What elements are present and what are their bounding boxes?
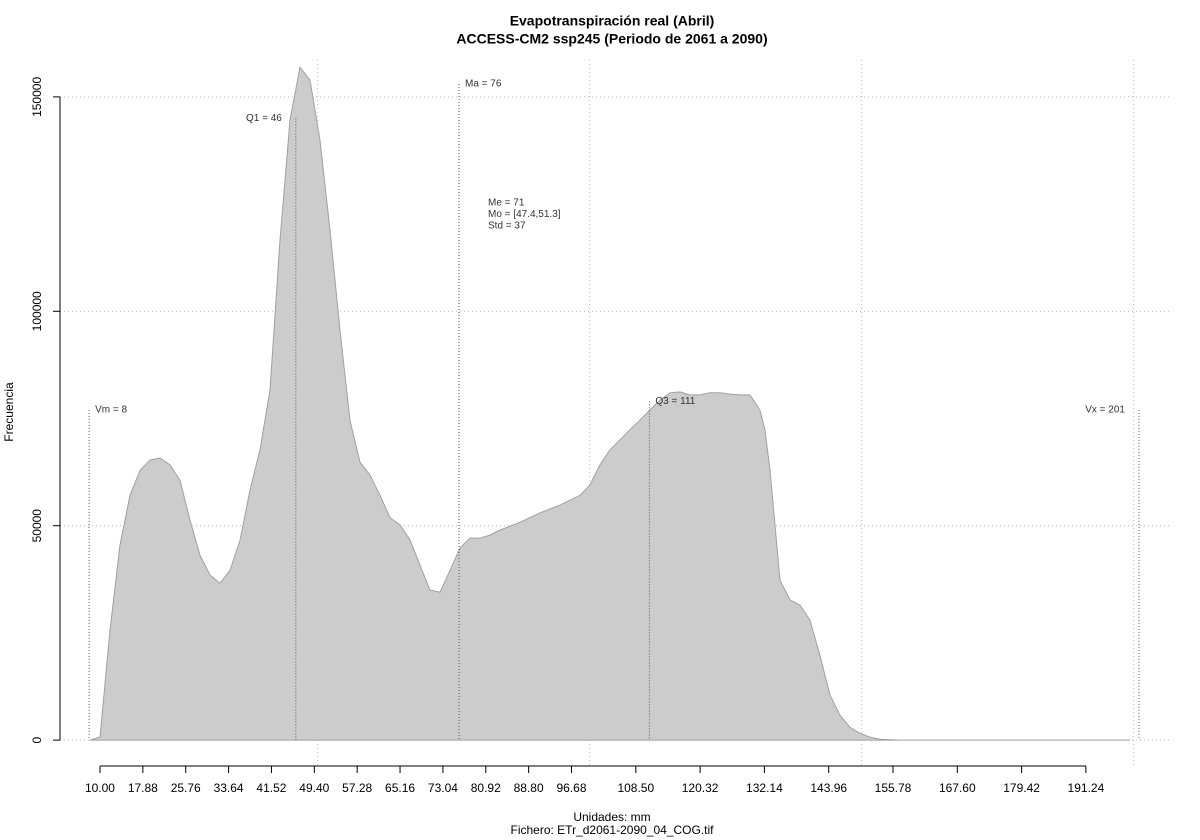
x-tick-label: 167.60 [939,781,976,795]
x-tick-label: 10.00 [85,781,115,795]
stat-label: Std = 37 [488,221,526,232]
x-tick-label: 108.50 [617,781,654,795]
y-tick-label: 150000 [30,77,44,117]
x-tick-label: 96.68 [556,781,586,795]
chart-subtitle: ACCESS-CM2 ssp245 (Periodo de 2061 a 209… [456,31,767,47]
stat-label: Mo = [47.4,51.3] [488,209,561,220]
x-tick-label: 17.88 [128,781,158,795]
marker-label: Vx = 201 [1085,405,1125,416]
y-axis-label: Frecuencia [2,382,16,442]
x-tick-label: 57.28 [342,781,372,795]
x-tick-label: 179.42 [1003,781,1040,795]
x-tick-label: 132.14 [746,781,783,795]
x-tick-label: 88.80 [514,781,544,795]
x-tick-label: 65.16 [385,781,415,795]
x-tick-label: 33.64 [214,781,244,795]
marker-label: Vm = 8 [95,405,127,416]
x-tick-label: 80.92 [471,781,501,795]
x-tick-label: 25.76 [171,781,201,795]
y-tick-label: 50000 [30,509,44,543]
marker-label: Q3 = 111 [655,396,695,407]
x-tick-label: 49.40 [299,781,329,795]
y-tick-label: 0 [30,736,44,743]
file-label: Fichero: ETr_d2061-2090_04_COG.tif [511,823,715,837]
x-tick-label: 120.32 [682,781,719,795]
y-tick-label: 100000 [30,291,44,331]
x-tick-label: 41.52 [256,781,286,795]
marker-label: Ma = 76 [465,79,502,90]
density-area [89,66,1130,741]
x-axis-label: Unidades: mm [573,810,650,824]
x-tick-label: 143.96 [810,781,847,795]
marker-label: Q1 = 46 [246,113,282,124]
x-tick-label: 73.04 [428,781,458,795]
chart-title: Evapotranspiración real (Abril) [510,13,715,29]
stat-label: Me = 71 [488,198,525,209]
x-tick-label: 155.78 [875,781,912,795]
x-tick-label: 191.24 [1068,781,1105,795]
